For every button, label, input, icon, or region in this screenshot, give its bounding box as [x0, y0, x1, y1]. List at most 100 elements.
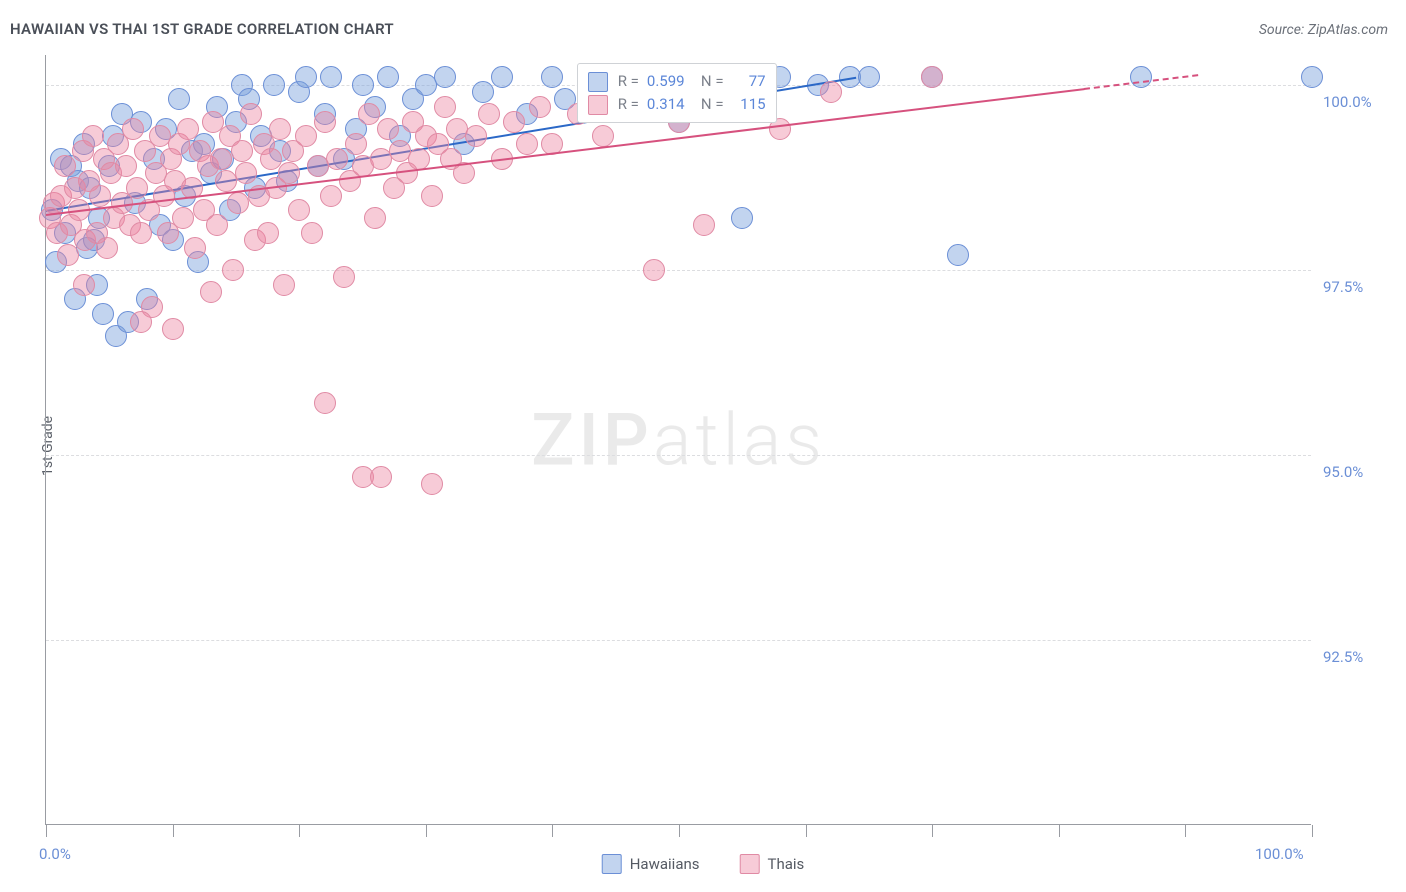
hawaiians-point — [1301, 66, 1323, 88]
stat-r-value-thais: 0.314 — [647, 93, 691, 116]
thais-point — [240, 103, 262, 125]
chart-container: HAWAIIAN VS THAI 1ST GRADE CORRELATION C… — [0, 0, 1406, 892]
y-tick-label: 92.5% — [1323, 648, 1363, 666]
hawaiians-swatch — [588, 72, 608, 92]
hawaiians-point — [92, 303, 114, 325]
thais-point — [235, 162, 257, 184]
thais-point — [314, 111, 336, 133]
thais-point — [643, 259, 665, 281]
stat-n-value-thais: 115 — [732, 93, 766, 116]
y-tick-label: 100.0% — [1323, 93, 1372, 111]
thais-point — [288, 199, 310, 221]
x-tick — [1185, 825, 1186, 837]
watermark-bold: ZIP — [531, 397, 653, 482]
thais-swatch — [588, 95, 608, 115]
legend: Hawaiians Thais — [602, 854, 805, 874]
thais-point — [326, 148, 348, 170]
legend-swatch-hawaiians — [602, 854, 622, 874]
thais-point — [592, 125, 614, 147]
gridline — [46, 455, 1311, 456]
stat-r-value-hawaiians: 0.599 — [647, 70, 691, 93]
thais-point — [130, 311, 152, 333]
x-tick — [299, 825, 300, 837]
y-tick-label: 97.5% — [1323, 278, 1363, 296]
thais-point — [820, 81, 842, 103]
thais-point — [421, 185, 443, 207]
thais-point — [115, 155, 137, 177]
legend-swatch-thais — [740, 854, 760, 874]
thais-point — [301, 222, 323, 244]
thais-point — [227, 192, 249, 214]
hawaiians-point — [541, 66, 563, 88]
thais-point — [364, 207, 386, 229]
x-tick — [679, 825, 680, 837]
thais-point — [162, 318, 184, 340]
hawaiians-point — [858, 66, 880, 88]
thais-point — [210, 148, 232, 170]
chart-title: HAWAIIAN VS THAI 1ST GRADE CORRELATION C… — [10, 20, 394, 38]
thais-point — [295, 125, 317, 147]
thais-point — [377, 118, 399, 140]
thais-point — [184, 237, 206, 259]
thais-point — [478, 103, 500, 125]
thais-point — [130, 222, 152, 244]
source-attribution: Source: ZipAtlas.com — [1259, 22, 1388, 38]
thais-point — [206, 214, 228, 236]
hawaiians-point — [491, 66, 513, 88]
watermark: ZIPatlas — [531, 397, 826, 482]
thais-point — [122, 118, 144, 140]
hawaiians-point — [377, 66, 399, 88]
thais-point — [314, 392, 336, 414]
stat-n-label: N = — [701, 70, 724, 93]
x-tick — [173, 825, 174, 837]
x-tick — [806, 825, 807, 837]
thais-point — [177, 118, 199, 140]
watermark-light: atlas — [653, 397, 826, 482]
thais-point — [345, 133, 367, 155]
x-tick — [426, 825, 427, 837]
x-tick-label: 0.0% — [39, 845, 71, 863]
stats-row-thais: R = 0.314 N = 115 — [588, 93, 766, 116]
x-tick — [1059, 825, 1060, 837]
x-tick-label: 100.0% — [1255, 845, 1304, 863]
thais-point — [57, 244, 79, 266]
x-tick — [1312, 825, 1313, 837]
thais-point — [231, 140, 253, 162]
hawaiians-point — [434, 66, 456, 88]
gridline — [46, 640, 1311, 641]
hawaiians-point — [731, 207, 753, 229]
thais-point — [333, 266, 355, 288]
y-tick-label: 95.0% — [1323, 463, 1363, 481]
x-tick — [932, 825, 933, 837]
thais-point — [89, 185, 111, 207]
thais-point — [358, 103, 380, 125]
hawaiians-point — [263, 74, 285, 96]
hawaiians-point — [295, 66, 317, 88]
thais-point — [516, 133, 538, 155]
x-tick — [46, 825, 47, 837]
stats-row-hawaiians: R = 0.599 N = 77 — [588, 70, 766, 93]
legend-item-thais: Thais — [740, 854, 805, 874]
thais-point — [126, 177, 148, 199]
hawaiians-point — [320, 66, 342, 88]
stat-n-value-hawaiians: 77 — [732, 70, 766, 93]
thais-point — [693, 214, 715, 236]
thais-point — [421, 473, 443, 495]
hawaiians-point — [352, 74, 374, 96]
x-tick — [552, 825, 553, 837]
legend-label-thais: Thais — [768, 855, 805, 873]
thais-point — [257, 222, 279, 244]
hawaiians-point — [1130, 66, 1152, 88]
thais-point — [320, 185, 342, 207]
thais-point — [273, 274, 295, 296]
stat-n-label: N = — [701, 93, 724, 116]
thais-point — [408, 148, 430, 170]
stat-r-label: R = — [618, 70, 639, 93]
thais-point — [222, 259, 244, 281]
stat-r-label: R = — [618, 93, 639, 116]
plot-area: ZIPatlas — [45, 55, 1311, 825]
thais-point — [921, 66, 943, 88]
thais-point — [215, 170, 237, 192]
thais-point — [370, 466, 392, 488]
hawaiians-point — [947, 244, 969, 266]
